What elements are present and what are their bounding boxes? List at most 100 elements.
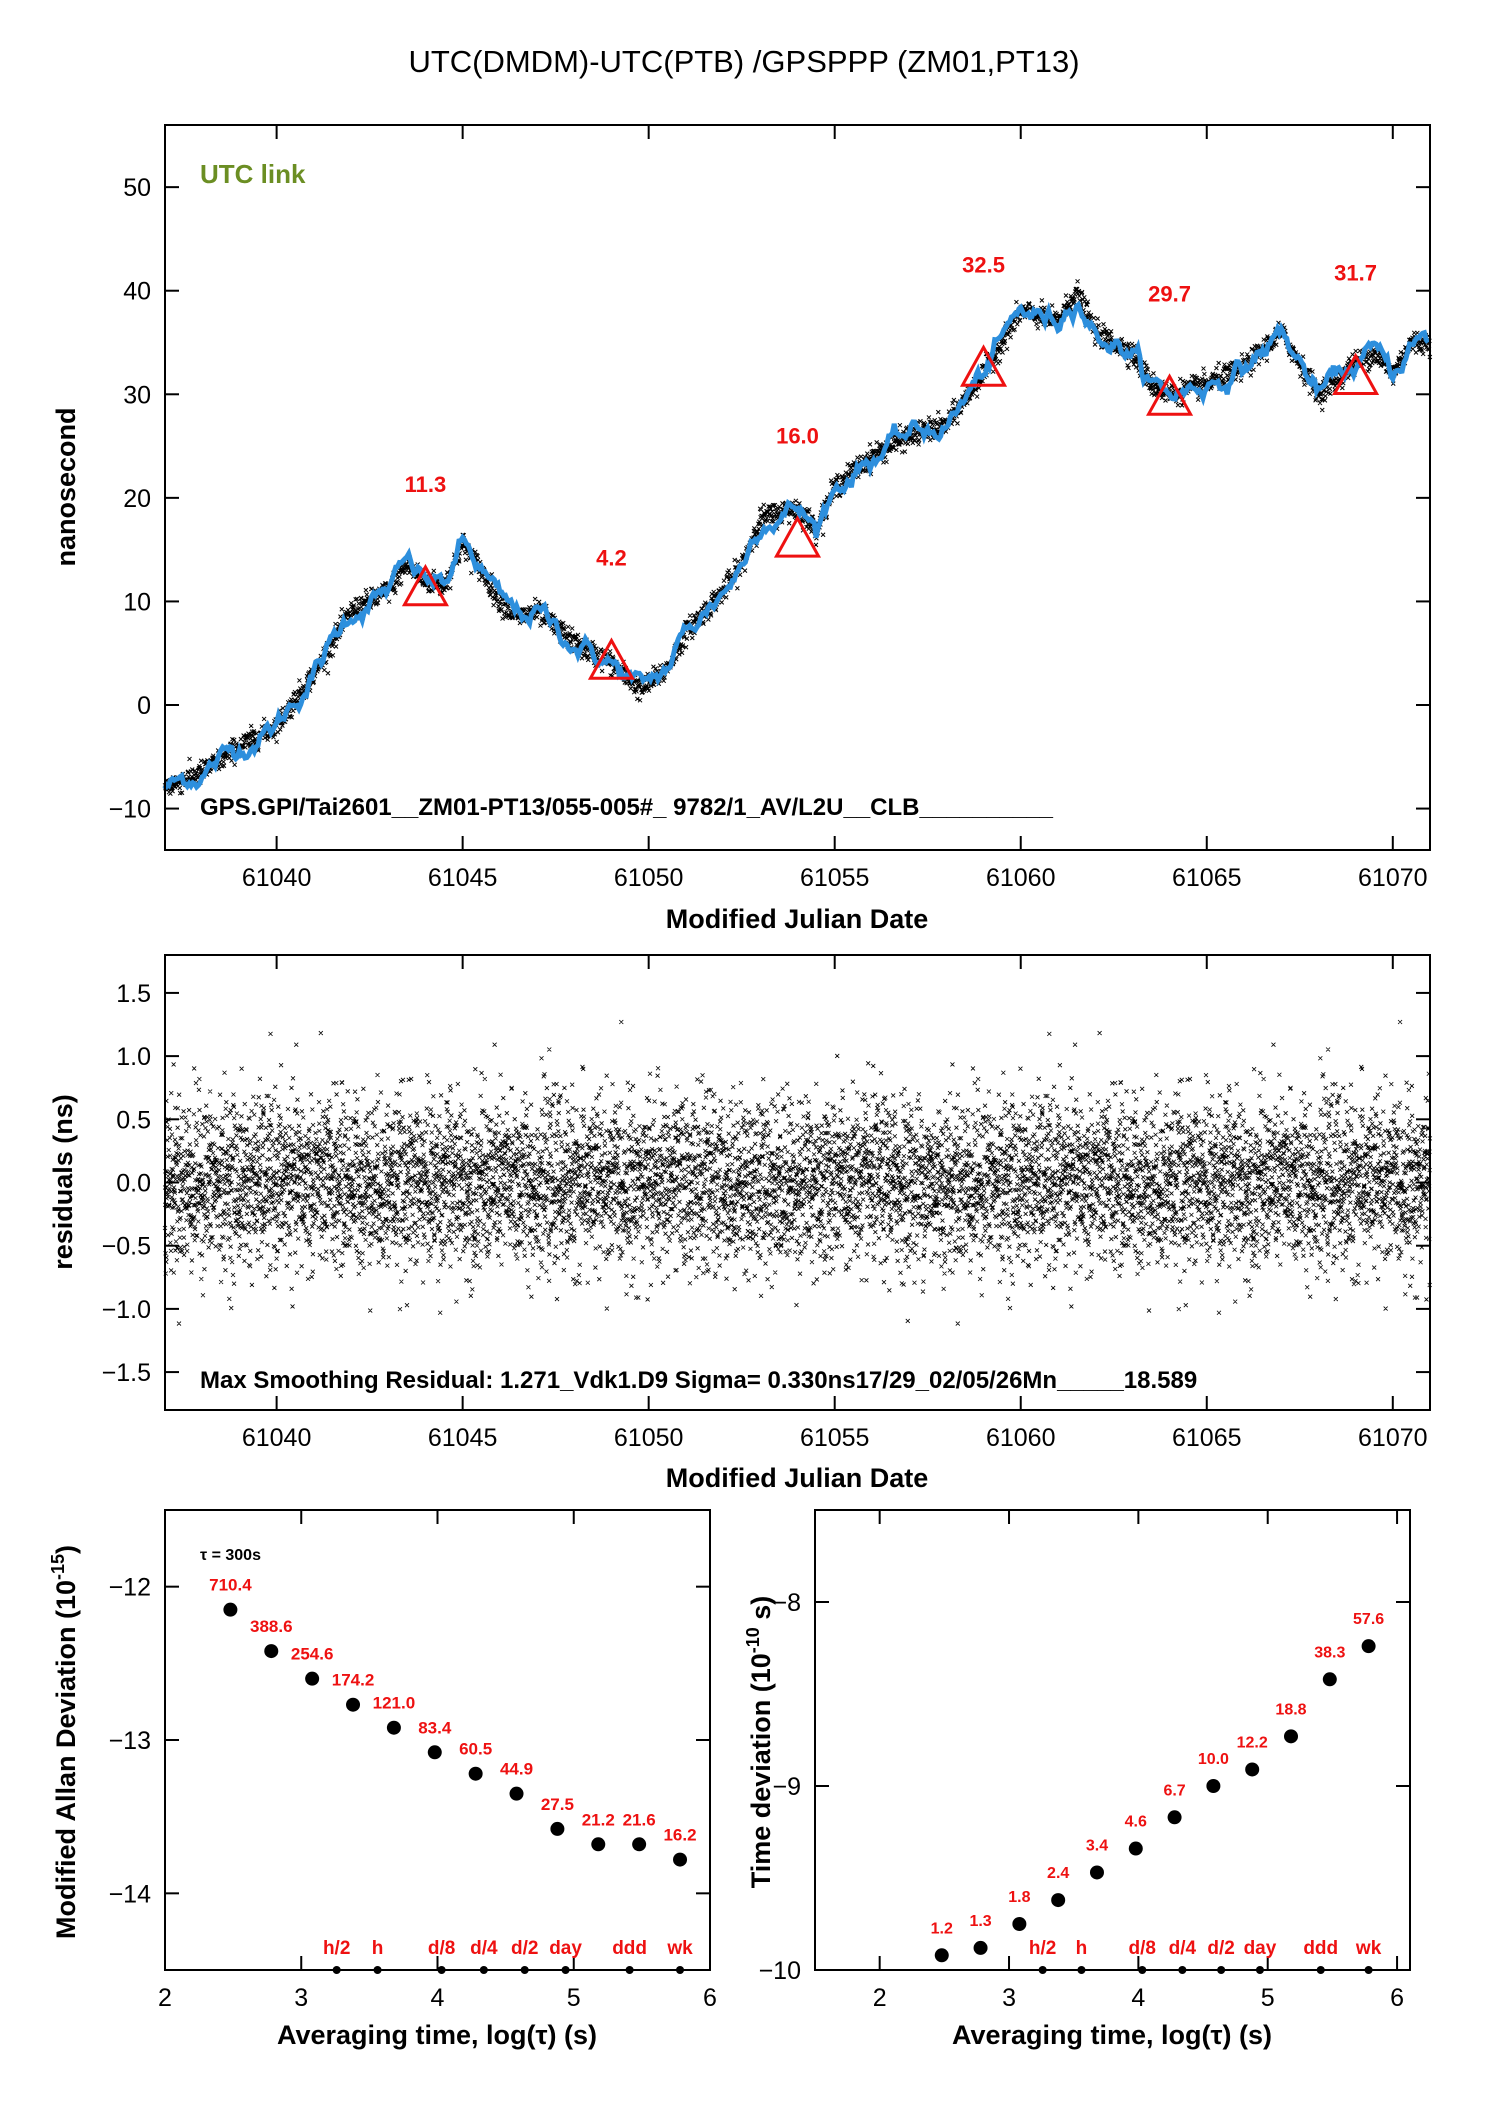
- tau-marker: [625, 1966, 634, 1974]
- y-tick-label: 50: [123, 174, 151, 202]
- data-point: [1089, 1865, 1104, 1880]
- point-label: 710.4: [209, 1576, 252, 1595]
- axis-ticks: 2 3 4 5 6 −8 −9 −10: [759, 1510, 1410, 2012]
- data-point: [632, 1837, 647, 1852]
- x-tick-label: 61070: [1358, 864, 1428, 892]
- plot-frame: [164, 124, 1431, 851]
- point-label: 18.8: [1275, 1701, 1306, 1718]
- y-axis-label-exp: -10: [743, 1627, 763, 1653]
- tau-marker: [1077, 1966, 1086, 1974]
- point-label: 44.9: [500, 1760, 533, 1779]
- x-tick-label: 3: [1002, 1984, 1016, 2012]
- y-axis-label: Time deviation (10-10 s): [743, 1596, 776, 1889]
- y-tick-label: −9: [772, 1773, 801, 1801]
- data-point: [591, 1837, 606, 1852]
- point-label: 12.2: [1237, 1734, 1268, 1751]
- raw-points: [162, 278, 1433, 796]
- tau-marker-label: d/8: [428, 1938, 455, 1959]
- tau-marker: [1316, 1966, 1325, 1974]
- y-axis-label: nanosecond: [51, 407, 81, 566]
- tau-marker: [1364, 1966, 1373, 1974]
- point-label: 16.2: [663, 1826, 696, 1845]
- marker-label: 16.0: [776, 423, 819, 448]
- tau-note: τ = 300s: [200, 1547, 261, 1564]
- tau-marker: [479, 1966, 488, 1974]
- y-tick-label: 10: [123, 588, 151, 616]
- x-tick-label: 4: [1131, 1984, 1145, 2012]
- point-label: 60.5: [459, 1740, 492, 1759]
- tau-marker: [373, 1966, 382, 1974]
- marker-label: 31.7: [1334, 261, 1377, 286]
- x-tick-label: 61070: [1358, 1424, 1428, 1452]
- triangle-marker: [1146, 373, 1194, 416]
- y-tick-label: −10: [759, 1957, 801, 1985]
- point-label: 21.6: [623, 1810, 656, 1829]
- y-tick-label: 30: [123, 381, 151, 409]
- x-axis-label: Averaging time, log(τ) (s): [277, 2020, 597, 2050]
- y-tick-label: 20: [123, 485, 151, 513]
- x-tick-label: 61060: [986, 864, 1056, 892]
- x-tick-label: 61055: [800, 1424, 870, 1452]
- marker-label: 11.3: [405, 472, 447, 497]
- y-tick-label: −1.0: [102, 1296, 151, 1324]
- tau-marker: [1178, 1966, 1187, 1974]
- x-tick-label: 5: [1261, 1984, 1275, 2012]
- tau-marker: [1217, 1966, 1226, 1974]
- y-tick-label: −12: [109, 1574, 151, 1602]
- tau-marker: [520, 1966, 529, 1974]
- point-label: 3.4: [1086, 1837, 1108, 1854]
- x-tick-label: 61065: [1172, 1424, 1242, 1452]
- data-point: [934, 1948, 949, 1963]
- tau-marker-label: ddd: [612, 1938, 647, 1959]
- y-tick-label: −8: [772, 1589, 801, 1617]
- y-tick-label: −1.5: [102, 1359, 151, 1387]
- tau-marker-label: wk: [666, 1938, 693, 1959]
- x-tick-label: 61040: [242, 864, 312, 892]
- mdev-points: 710.4 388.6 254.6 174.2 121.083.4 60.5 44.9 27.…: [209, 1576, 697, 1867]
- y-tick-label: 1.5: [116, 980, 151, 1008]
- point-label: 1.2: [931, 1920, 953, 1937]
- x-tick-label: 6: [1390, 1984, 1404, 2012]
- x-tick-label: 61045: [428, 864, 498, 892]
- tau-marker: [1138, 1966, 1147, 1974]
- x-tick-label: 61065: [1172, 864, 1242, 892]
- x-tick-label: 6: [703, 1984, 717, 2012]
- data-point: [1361, 1639, 1376, 1654]
- data-point: [223, 1602, 238, 1617]
- tau-markers: h/2 h d/8 d/4 d/2 day ddd wk: [323, 1938, 693, 1974]
- x-tick-label: 61045: [428, 1424, 498, 1452]
- data-point: [973, 1940, 988, 1955]
- point-label: 174.2: [332, 1671, 375, 1690]
- residuals-panel: 61040 61045 61050 61055 61060 61065 61070 −1.5 −…: [48, 954, 1433, 1493]
- point-label: 1.8: [1008, 1889, 1030, 1906]
- residual-point-cloud: [162, 1019, 1433, 1326]
- y-axis-label-main: Modified Allan Deviation (10: [51, 1580, 81, 1939]
- triangle-marker: [401, 563, 449, 607]
- point-label: 10.0: [1198, 1751, 1229, 1768]
- y-tick-label: −0.5: [102, 1233, 151, 1261]
- point-label: 6.7: [1163, 1782, 1185, 1799]
- y-tick-label: 40: [123, 278, 151, 306]
- point-label: 27.5: [541, 1795, 574, 1814]
- x-tick-label: 61050: [614, 864, 684, 892]
- data-point: [1167, 1810, 1182, 1825]
- marker-label: 4.2: [596, 546, 627, 571]
- info-text: Max Smoothing Residual: 1.271_Vdk1.D9 Si…: [200, 1367, 1197, 1394]
- tau-marker: [1038, 1966, 1047, 1974]
- y-tick-label: −13: [109, 1727, 151, 1755]
- tau-marker-label: h/2: [323, 1938, 350, 1959]
- y-tick-label: −14: [109, 1880, 152, 1908]
- point-label: 57.6: [1353, 1611, 1384, 1628]
- point-label: 4.6: [1125, 1814, 1147, 1831]
- x-axis-label: Averaging time, log(τ) (s): [952, 2020, 1272, 2050]
- marker-label: 29.7: [1148, 281, 1191, 306]
- y-axis-label-main: Time deviation (10: [746, 1653, 776, 1888]
- tau-marker-label: d/4: [1169, 1938, 1197, 1959]
- tau-marker: [561, 1966, 570, 1974]
- point-label: 83.4: [418, 1718, 452, 1737]
- data-point: [550, 1821, 565, 1836]
- data-point: [1012, 1917, 1027, 1931]
- axis-ticks: 61040 61045 61050 61055 61060 61065 61070 −1.5 −…: [102, 955, 1430, 1452]
- data-point: [509, 1786, 524, 1801]
